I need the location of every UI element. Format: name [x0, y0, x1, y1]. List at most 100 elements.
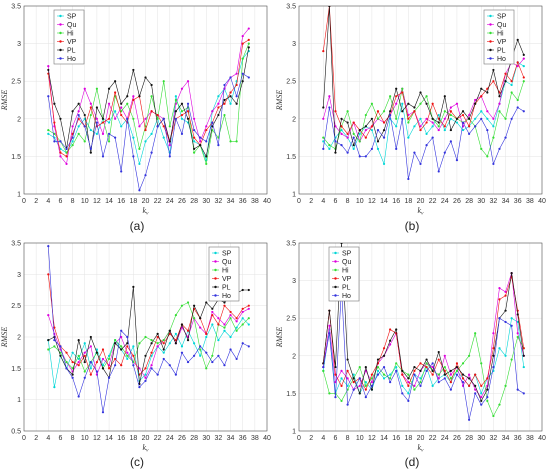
data-point-hi	[144, 335, 147, 339]
data-point-sp	[107, 121, 111, 124]
data-point-qu	[389, 343, 392, 346]
data-point-sp	[352, 373, 355, 376]
x-tick-label: 22	[154, 435, 162, 442]
data-point-ho	[223, 83, 226, 87]
data-point-vp	[468, 384, 471, 387]
data-point-pl	[376, 358, 380, 361]
data-point-vp	[413, 110, 416, 113]
data-point-hi	[401, 87, 404, 90]
data-point-vp	[71, 132, 74, 135]
x-tick-label: 6	[333, 435, 337, 442]
data-point-ho	[47, 245, 50, 248]
x-tick-label: 14	[105, 198, 113, 205]
data-point-pl	[480, 399, 483, 403]
data-point-hi	[77, 132, 80, 135]
data-point-ho	[492, 365, 495, 369]
legend-swatch-marker	[489, 14, 492, 18]
x-tick-label: 32	[490, 198, 498, 205]
data-point-ho	[101, 411, 105, 414]
x-tick-label: 36	[514, 435, 522, 442]
data-point-ho	[83, 125, 86, 128]
data-point-qu	[431, 365, 434, 369]
data-point-sp	[53, 386, 56, 389]
x-tick-label: 20	[417, 198, 425, 205]
data-point-pl	[328, 6, 331, 8]
x-tick-label: 36	[239, 198, 247, 205]
x-axis-label: kv	[417, 443, 424, 454]
data-point-pl	[395, 328, 398, 331]
data-point-vp	[247, 304, 250, 307]
data-point-vp	[186, 329, 190, 332]
data-point-vp	[211, 313, 214, 317]
y-tick-label: 2.5	[286, 316, 296, 323]
data-point-vp	[352, 121, 355, 124]
data-point-vp	[229, 310, 232, 314]
data-point-vp	[120, 113, 123, 117]
data-point-sp	[395, 125, 398, 128]
data-point-pl	[107, 87, 111, 90]
data-point-pl	[346, 121, 349, 124]
data-point-ho	[449, 388, 452, 391]
legend-swatch-marker	[489, 48, 492, 52]
data-point-vp	[217, 323, 220, 326]
data-point-hi	[480, 362, 483, 365]
data-point-pl	[340, 243, 343, 245]
data-point-qu	[443, 117, 446, 120]
data-point-pl	[174, 110, 177, 113]
data-point-vp	[492, 347, 495, 350]
legend-label-vp: VP	[342, 276, 352, 283]
data-point-qu	[358, 384, 361, 387]
data-point-ho	[180, 351, 184, 354]
data-point-qu	[334, 125, 337, 128]
data-point-qu	[144, 117, 147, 120]
data-point-qu	[474, 98, 477, 102]
data-point-pl	[364, 365, 367, 369]
data-point-sp	[217, 339, 220, 342]
data-point-ho	[180, 132, 184, 135]
data-point-sp	[340, 377, 343, 380]
data-point-vp	[480, 95, 483, 98]
data-point-ho	[352, 388, 355, 391]
data-point-hi	[328, 392, 331, 395]
data-point-sp	[401, 102, 404, 105]
data-point-qu	[492, 332, 495, 335]
series-group	[47, 245, 250, 414]
legend-swatch-marker	[489, 31, 492, 35]
data-point-hi	[89, 113, 92, 117]
data-point-hi	[413, 388, 416, 391]
data-point-ho	[138, 386, 141, 389]
data-point-pl	[89, 151, 92, 154]
data-point-hi	[510, 358, 513, 361]
data-point-pl	[516, 38, 519, 41]
axes-frame	[298, 5, 543, 195]
data-point-qu	[431, 121, 434, 124]
data-point-vp	[449, 110, 452, 113]
data-point-ho	[334, 396, 337, 399]
data-point-hi	[138, 147, 141, 150]
data-point-vp	[443, 125, 446, 128]
data-point-pl	[516, 313, 519, 316]
data-point-vp	[150, 351, 153, 354]
data-point-ho	[150, 367, 153, 370]
series-line-pl	[323, 6, 525, 153]
data-point-pl	[370, 388, 373, 391]
data-point-ho	[322, 365, 325, 369]
data-point-pl	[522, 354, 525, 357]
data-point-sp	[199, 354, 202, 357]
tick-labels: 0 2 4 6 8 10 12 14 16 18 20 22 24 26 28 30 32 34 36 38 4011.…	[11, 4, 271, 206]
data-point-ho	[389, 381, 392, 384]
data-point-pl	[431, 117, 434, 120]
x-tick-label: 38	[526, 198, 534, 205]
data-point-pl	[419, 369, 422, 372]
data-point-ho	[510, 324, 513, 327]
data-point-hi	[180, 110, 184, 113]
data-point-ho	[376, 128, 380, 132]
data-point-hi	[407, 373, 410, 376]
data-point-hi	[443, 110, 446, 113]
x-tick-label: 32	[490, 435, 498, 442]
legend-swatch-marker	[334, 294, 337, 297]
data-point-ho	[376, 373, 380, 376]
data-point-pl	[156, 332, 159, 335]
data-point-qu	[468, 113, 471, 117]
